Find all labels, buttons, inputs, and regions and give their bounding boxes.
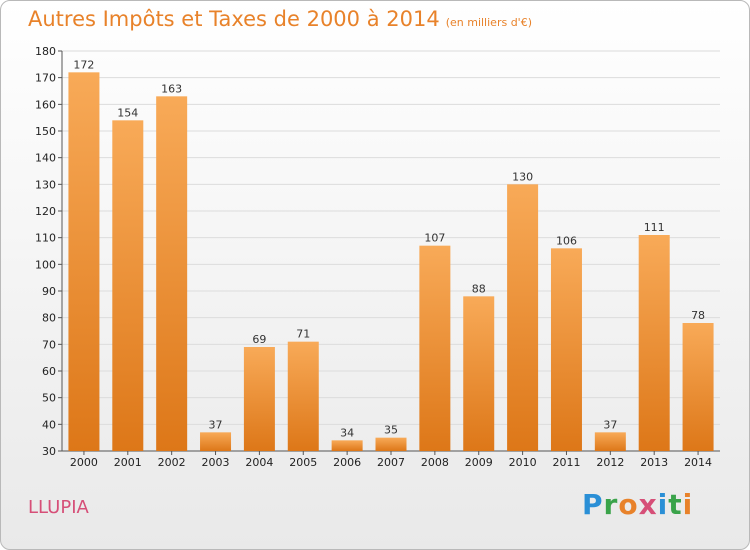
y-tick-label: 180 (35, 45, 56, 58)
x-tick-label-2003: 2003 (202, 456, 230, 469)
data-label-2003: 37 (209, 418, 223, 431)
data-label-2009: 88 (472, 282, 486, 295)
bar-2013 (638, 235, 670, 451)
logo-letter: o (618, 488, 639, 521)
y-tick-labels: 30 40 50 60 70 80 90 100 110 120 130 140 150 160 170 18… (35, 45, 56, 458)
bar-2004 (243, 347, 275, 451)
data-label-2005: 71 (296, 328, 310, 341)
data-label-2000: 172 (73, 58, 94, 71)
y-tick-label: 120 (35, 205, 56, 218)
x-tick-label-2001: 2001 (114, 456, 142, 469)
x-tick-label-2009: 2009 (465, 456, 493, 469)
y-tick-label: 170 (35, 72, 56, 85)
data-label-2012: 37 (603, 418, 617, 431)
bars (68, 72, 714, 452)
bar-2000 (68, 72, 100, 451)
y-tick-label: 110 (35, 232, 56, 245)
x-tick-label-2010: 2010 (509, 456, 537, 469)
bar-2011 (550, 248, 582, 451)
logo-letter: i (657, 488, 669, 521)
data-labels: 172 154 163 37 69 71 34 35 107 88 130 106 37 111 78 (73, 58, 705, 439)
y-tick-label: 50 (42, 392, 56, 405)
chart-subtitle: (en milliers d'€) (445, 16, 532, 29)
x-tick-label-2011: 2011 (552, 456, 580, 469)
bar-2014 (682, 323, 714, 451)
data-label-2002: 163 (161, 82, 182, 95)
data-label-2006: 34 (340, 426, 354, 439)
bar-2009 (463, 296, 495, 451)
bar-2008 (419, 245, 451, 451)
x-tick-label-2013: 2013 (640, 456, 668, 469)
y-tick-label: 160 (35, 98, 56, 111)
bar-2005 (287, 341, 319, 451)
logo-letter: i (682, 488, 694, 521)
data-label-2013: 111 (644, 221, 665, 234)
data-label-2008: 107 (424, 232, 445, 245)
y-tick-label: 90 (42, 285, 56, 298)
x-tick-label-2008: 2008 (421, 456, 449, 469)
data-label-2011: 106 (556, 234, 577, 247)
chart-title: Autres Impôts et Taxes de 2000 à 2014 (en… (28, 7, 532, 31)
x-tick-label-2004: 2004 (245, 456, 273, 469)
x-tick-label-2007: 2007 (377, 456, 405, 469)
x-tick-label-2012: 2012 (596, 456, 624, 469)
bar-2010 (507, 184, 539, 452)
data-label-2010: 130 (512, 170, 533, 183)
x-tick-labels: 2000 2001 2002 2003 2004 2005 2006 2007 2008 2009… (70, 456, 712, 469)
y-tick-label: 60 (42, 365, 56, 378)
bar-2001 (112, 120, 144, 451)
y-tick-label: 30 (42, 445, 56, 458)
y-tick-label: 130 (35, 178, 56, 191)
x-tick-label-2002: 2002 (158, 456, 186, 469)
data-label-2014: 78 (691, 309, 705, 322)
bar-2002 (156, 96, 188, 451)
chart-title-text: Autres Impôts et Taxes de 2000 à 2014 (28, 7, 440, 31)
y-tick-label: 100 (35, 258, 56, 271)
y-tick-label: 40 (42, 418, 56, 431)
bar-2012 (594, 432, 626, 451)
y-tick-label: 150 (35, 125, 56, 138)
proxiti-logo: Proxiti (582, 488, 693, 521)
logo-letter: P (582, 488, 604, 521)
y-tick-label: 70 (42, 338, 56, 351)
data-label-2004: 69 (252, 333, 266, 346)
bar-2006 (331, 440, 363, 451)
y-tick-label: 80 (42, 312, 56, 325)
x-tick-label-2006: 2006 (333, 456, 361, 469)
x-tick-label-2000: 2000 (70, 456, 98, 469)
data-label-2007: 35 (384, 424, 398, 437)
logo-letter: x (638, 488, 658, 521)
commune-name: LLUPIA (28, 497, 89, 518)
x-tick-label-2014: 2014 (684, 456, 712, 469)
bar-2003 (200, 432, 232, 451)
logo-letter: t (668, 488, 683, 521)
logo-letter: r (603, 488, 619, 521)
bar-2007 (375, 437, 407, 451)
x-tick-label-2005: 2005 (289, 456, 317, 469)
y-tick-label: 140 (35, 152, 56, 165)
data-label-2001: 154 (117, 106, 138, 119)
